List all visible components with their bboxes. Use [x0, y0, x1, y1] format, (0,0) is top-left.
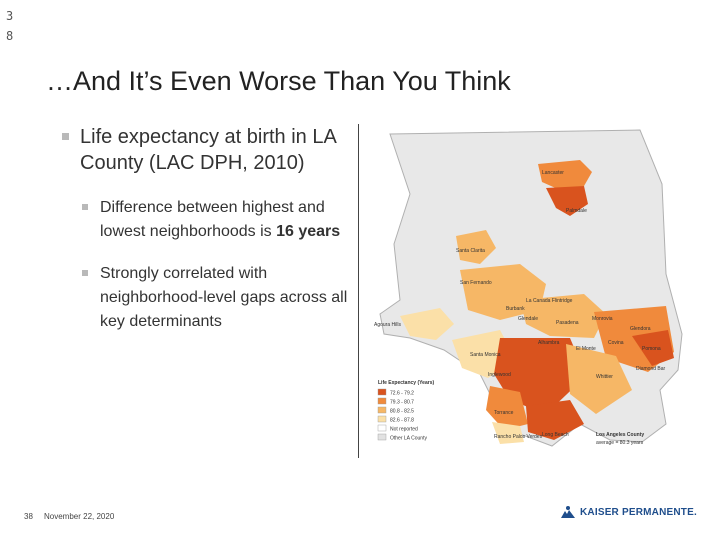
region-glendale-pasadena [520, 294, 606, 338]
legend-label: 80.8 - 82.5 [390, 409, 414, 415]
place-label: San Fernando [460, 280, 492, 286]
region-long-beach [526, 400, 584, 440]
bullet-sub-correlated: Strongly correlated with neighborhood-le… [82, 262, 354, 334]
bullet-main: Life expectancy at birth in LA County (L… [62, 124, 354, 176]
place-label: Burbank [506, 306, 525, 312]
place-label: Rancho Palos Verdes [494, 434, 543, 440]
place-label: Covina [608, 340, 624, 346]
place-label: Glendale [518, 316, 538, 322]
legend-swatch [377, 424, 387, 432]
place-label: Alhambra [538, 340, 560, 346]
bullet-main-text: Life expectancy at birth in LA County (L… [80, 126, 336, 174]
place-label: Monrovia [592, 316, 613, 322]
region-santa-clarita [456, 230, 496, 264]
place-label: Santa Monica [470, 352, 501, 358]
place-label: Pomona [642, 346, 661, 352]
legend-swatch [377, 406, 387, 414]
kaiser-permanente-logo: KAISER PERMANENTE. [560, 505, 697, 519]
vertical-divider [358, 124, 359, 458]
region-se [566, 344, 632, 414]
region-south-bay [486, 386, 528, 430]
place-label: La Canada Flintridge [526, 298, 573, 304]
map-svg: Lancaster Palmdale Santa Clarita San Fer… [374, 129, 683, 448]
place-label: Whittier [596, 374, 613, 380]
legend-swatch [377, 433, 387, 441]
footer-page-number: 38 [24, 512, 33, 521]
legend-swatch [377, 388, 387, 396]
legend-label: Not reported [390, 427, 418, 433]
region-rpv [492, 422, 524, 444]
legend-title: Life Expectancy (Years) [378, 380, 434, 386]
bullet-square-icon [62, 133, 69, 140]
legend-label: 82.6 - 87.8 [390, 418, 414, 424]
legend-swatch [377, 397, 387, 405]
region-lancaster [538, 160, 592, 190]
place-label: Inglewood [488, 372, 511, 378]
place-label: Glendora [630, 326, 651, 332]
la-county-life-expectancy-map: Lancaster Palmdale Santa Clarita San Fer… [370, 124, 690, 460]
legend-swatch [377, 415, 387, 423]
bullet-sub-difference: Difference between highest and lowest ne… [82, 196, 354, 244]
county-average-value: average = 80.3 years [596, 440, 644, 446]
legend-label: Other LA County [390, 436, 427, 442]
place-label: Santa Clarita [456, 248, 485, 254]
place-label: Diamond Bar [636, 366, 666, 372]
place-label: Lancaster [542, 170, 564, 176]
bullet-sub2-text: Strongly correlated with neighborhood-le… [100, 265, 348, 330]
map-legend: Life Expectancy (Years) 72.6 - 79.2 79.3 … [374, 374, 452, 448]
bullet-sub1-bold: 16 years [276, 223, 341, 240]
bullet-square-icon [82, 270, 88, 276]
kaiser-logo-icon [561, 506, 575, 518]
legend-label: 72.6 - 79.2 [390, 391, 414, 397]
place-label: Long Beach [542, 432, 569, 438]
county-average-title: Los Angeles County [596, 432, 644, 438]
bullet-square-icon [82, 204, 88, 210]
region-agoura [400, 308, 454, 340]
place-label: Palmdale [566, 208, 587, 214]
legend-label: 79.3 - 80.7 [390, 400, 414, 406]
place-label: El Monte [576, 346, 596, 352]
slide-number-top: 38 [6, 9, 14, 43]
footer-date: November 22, 2020 [44, 512, 115, 521]
region-pomona [632, 330, 674, 366]
slide-title: …And It’s Even Worse Than You Think [46, 66, 511, 96]
place-label: Agoura Hills [374, 322, 401, 328]
logo-text: KAISER PERMANENTE. [580, 506, 697, 518]
bullet-list: Life expectancy at birth in LA County (L… [62, 124, 354, 334]
place-label: Torrance [494, 410, 514, 416]
bullet-sub1-text: Difference between highest and lowest ne… [100, 199, 325, 240]
place-label: Pasadena [556, 320, 579, 326]
region-palmdale [546, 186, 588, 216]
